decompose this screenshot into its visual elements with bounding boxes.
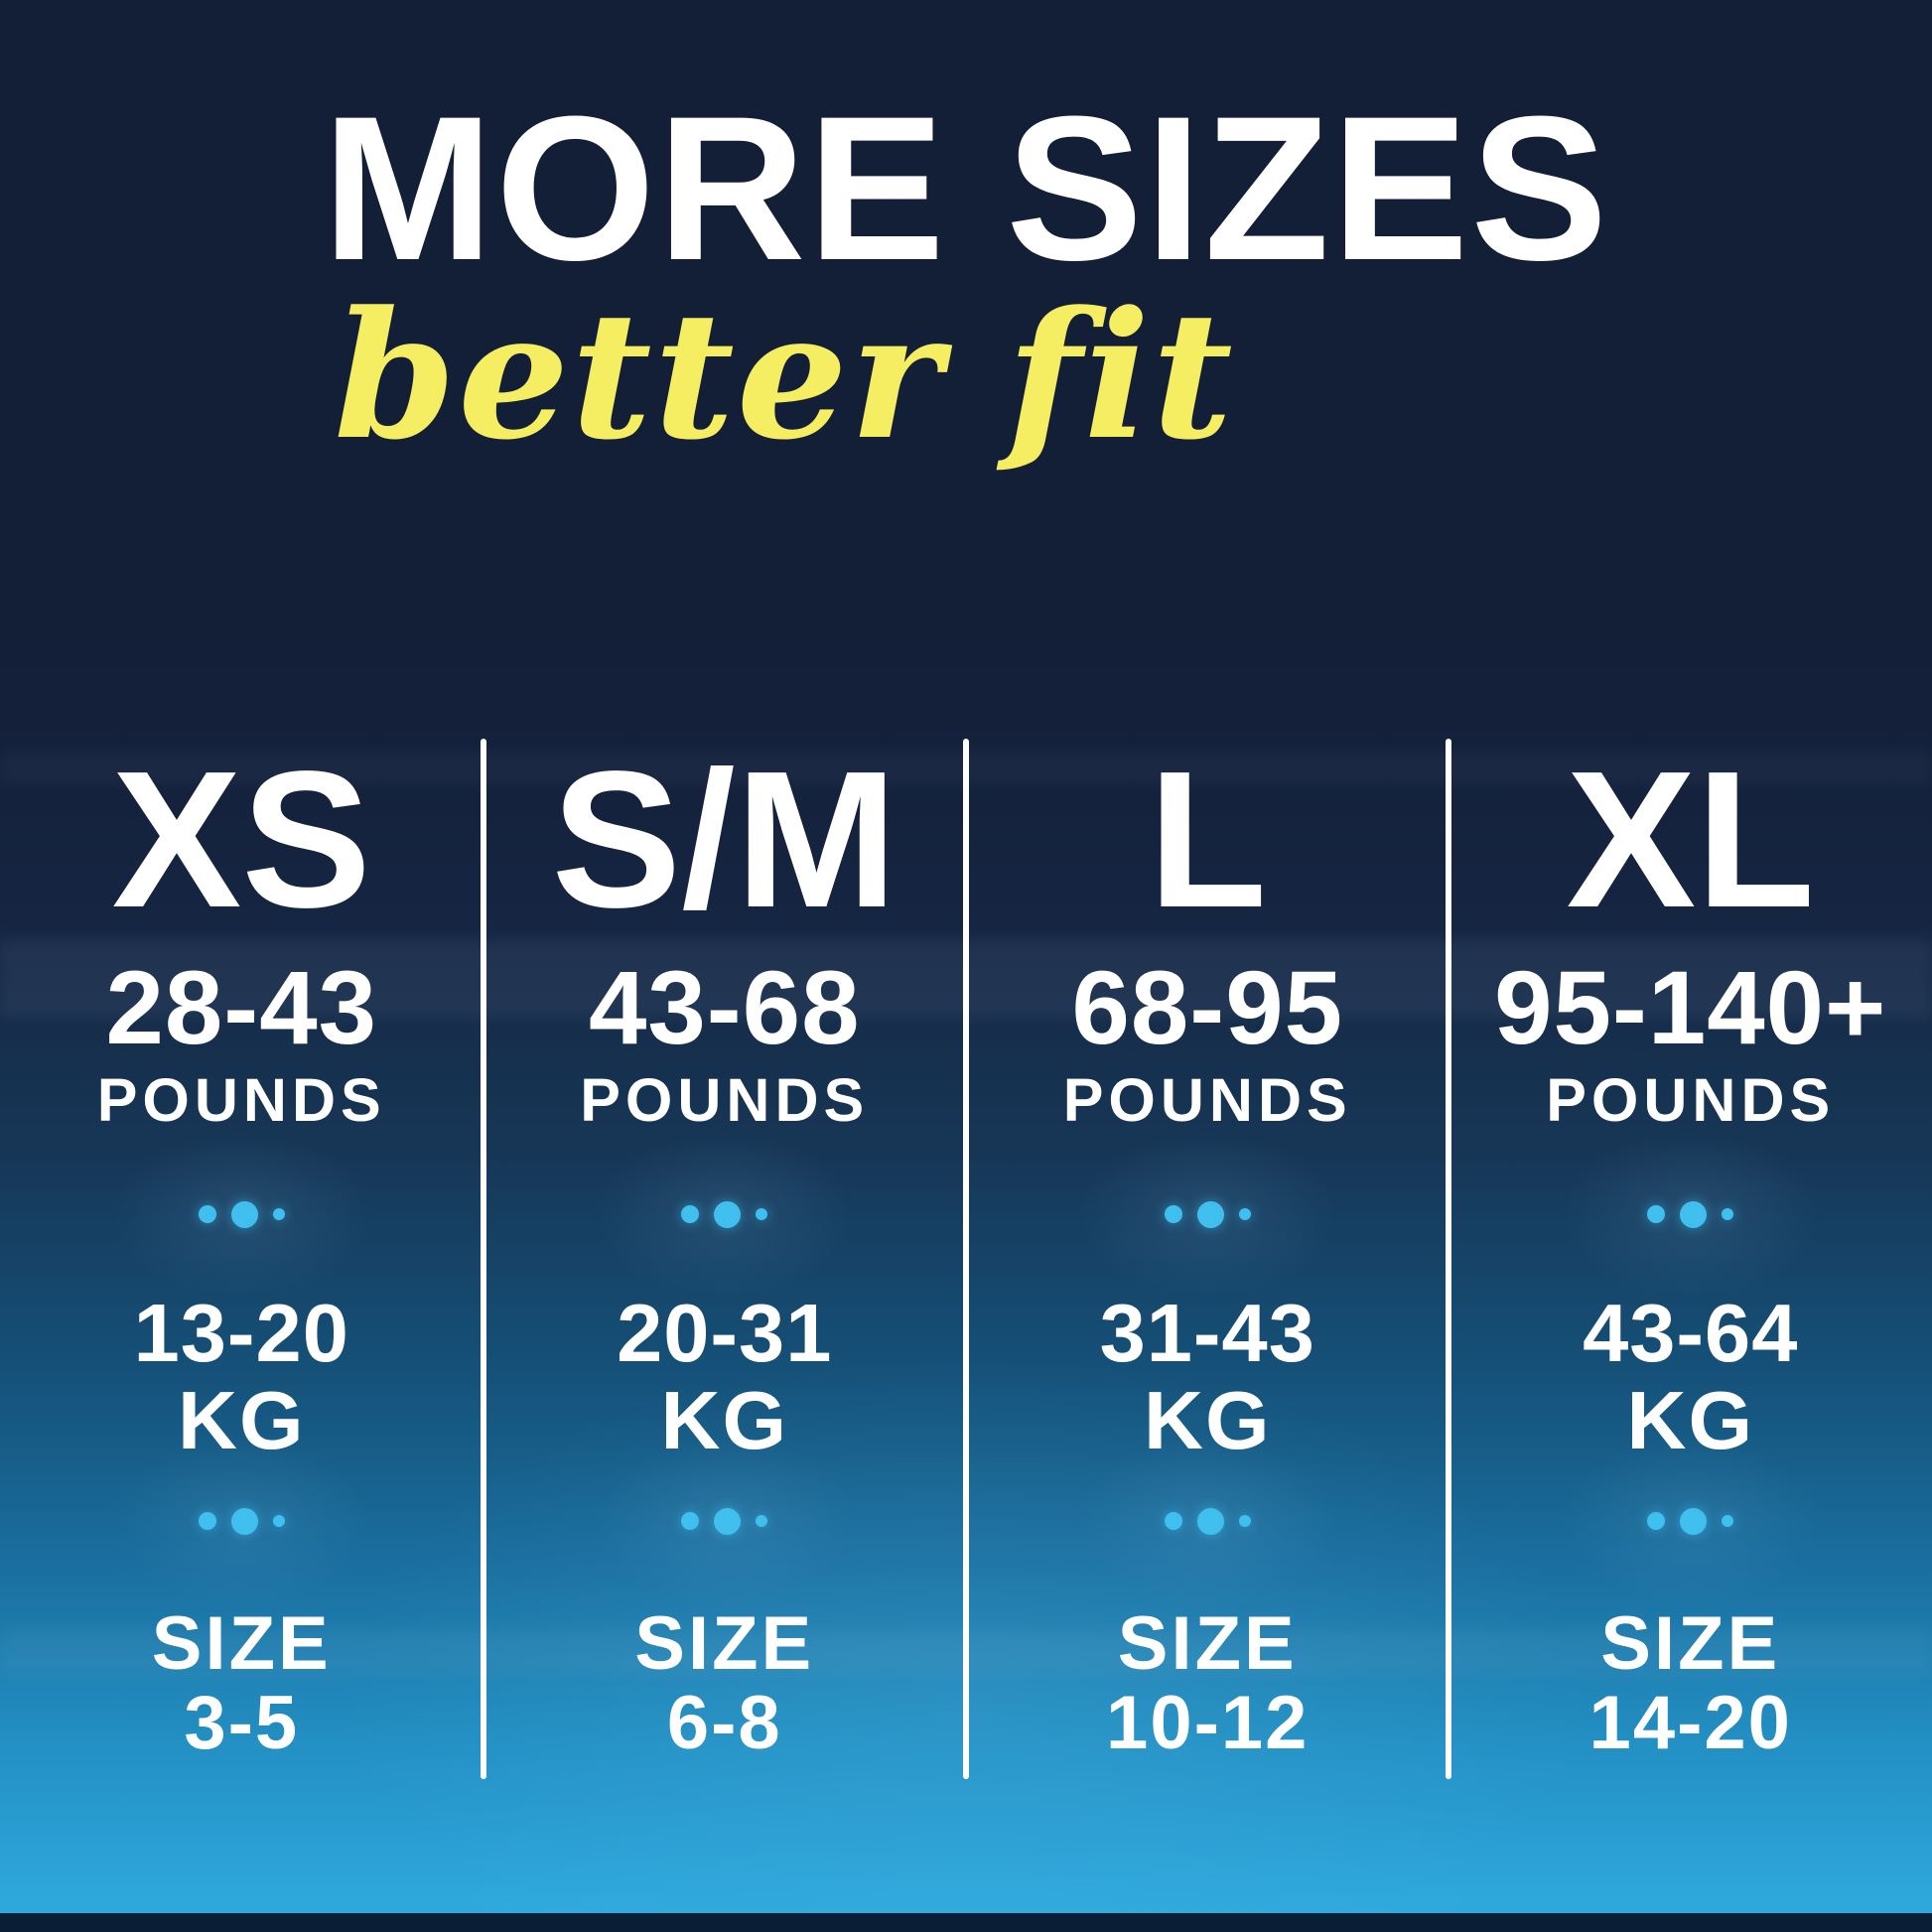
size-column: XS 28-43 POUNDS 13-20 KG SIZE 3-5 [0,0,483,1932]
size-column: XL 95-140+ POUNDS 43-64 KG SIZE 14-20 [1449,0,1932,1932]
dot-small-icon [681,1512,700,1530]
dot-tiny-icon [1238,1515,1251,1527]
pounds-range: 95-140+ [1494,950,1887,1066]
dot-tiny-icon [272,1515,285,1527]
kg-range: 13-20 [133,1287,349,1379]
size-word-label: SIZE [1600,1601,1781,1686]
size-range: 3-5 [184,1681,300,1765]
dot-large-icon [230,1200,258,1228]
bottom-edge-bar [0,1913,1932,1932]
page-title: MORE SIZES [322,73,1610,303]
kg-range: 43-64 [1583,1287,1799,1379]
dot-small-icon [1647,1205,1666,1223]
page-subtitle: better fit [334,273,1235,479]
dot-tiny-icon [1722,1208,1734,1220]
size-word-label: SIZE [634,1601,815,1686]
pounds-range: 43-68 [588,950,861,1066]
size-column: S/M 43-68 POUNDS 20-31 KG SIZE 6-8 [483,0,967,1932]
size-category-label: XL [1566,731,1815,948]
size-range: 10-12 [1106,1681,1310,1765]
dot-small-icon [1164,1512,1182,1530]
dot-tiny-icon [272,1208,285,1220]
column-divider [481,739,486,1779]
kg-unit-label: KG [660,1374,788,1466]
dot-large-icon [714,1507,742,1535]
dot-small-icon [681,1205,700,1223]
dot-large-icon [1680,1507,1708,1535]
dots-separator-icon [966,1194,1449,1234]
size-category-label: XS [111,731,371,948]
size-category-label: L [1148,731,1268,948]
size-category-label: S/M [551,731,897,948]
dot-tiny-icon [1238,1208,1251,1220]
dots-separator-icon [0,1501,483,1541]
dot-small-icon [198,1512,216,1530]
size-range: 6-8 [666,1681,782,1765]
column-divider [1446,739,1451,1779]
size-word-label: SIZE [151,1601,332,1686]
dots-separator-icon [0,1194,483,1234]
size-range: 14-20 [1588,1681,1792,1765]
dot-large-icon [1680,1200,1708,1228]
dots-separator-icon [966,1501,1449,1541]
dot-small-icon [1164,1205,1182,1223]
pounds-unit-label: POUNDS [580,1066,870,1134]
dots-separator-icon [1449,1501,1932,1541]
dot-small-icon [198,1205,216,1223]
size-column: L 68-95 POUNDS 31-43 KG SIZE 10-12 [966,0,1449,1932]
pounds-unit-label: POUNDS [96,1066,386,1134]
kg-unit-label: KG [1626,1374,1754,1466]
kg-range: 31-43 [1099,1287,1315,1379]
dot-small-icon [1647,1512,1666,1530]
dots-separator-icon [483,1194,967,1234]
pounds-unit-label: POUNDS [1062,1066,1352,1134]
dot-large-icon [714,1200,742,1228]
dot-large-icon [1196,1200,1224,1228]
pounds-range: 28-43 [105,950,378,1066]
column-divider [963,739,969,1779]
dot-tiny-icon [756,1208,768,1220]
dot-tiny-icon [1722,1515,1734,1527]
kg-unit-label: KG [1144,1374,1272,1466]
kg-unit-label: KG [178,1374,306,1466]
dots-separator-icon [483,1501,967,1541]
dot-large-icon [230,1507,258,1535]
dots-separator-icon [1449,1194,1932,1234]
pounds-unit-label: POUNDS [1546,1066,1836,1134]
pounds-range: 68-95 [1071,950,1344,1066]
dot-tiny-icon [756,1515,768,1527]
kg-range: 20-31 [617,1287,833,1379]
dot-large-icon [1196,1507,1224,1535]
size-word-label: SIZE [1117,1601,1298,1686]
